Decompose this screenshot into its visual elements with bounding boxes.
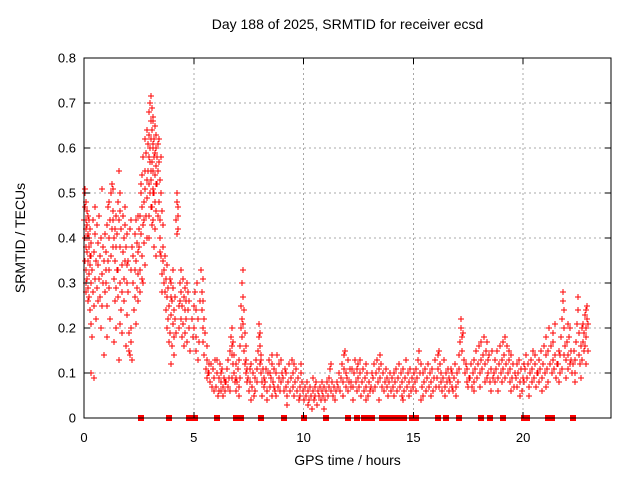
- y-tick-label: 0.7: [58, 96, 76, 111]
- y-tick-label: 0: [69, 411, 76, 426]
- scatter-points: [81, 93, 591, 412]
- x-tick-label: 10: [296, 430, 310, 445]
- y-tick-label: 0.8: [58, 51, 76, 66]
- gridlines: [84, 58, 611, 418]
- chart-title: Day 188 of 2025, SRMTID for receiver ecs…: [211, 16, 484, 32]
- y-tick-label: 0.3: [58, 276, 76, 291]
- x-tick-label: 5: [190, 430, 197, 445]
- y-tick-label: 0.6: [58, 141, 76, 156]
- x-axis-label: GPS time / hours: [294, 452, 401, 468]
- y-tick-label: 0.2: [58, 321, 76, 336]
- plot-frame: [83, 57, 612, 419]
- tick-labels: 0 5 10 15 20 0 0.1 0.2 0.3 0.4 0.5 0.6 0.7 0.8: [58, 51, 530, 446]
- y-tick-label: 0.5: [58, 186, 76, 201]
- y-tick-label: 0.4: [58, 231, 76, 246]
- y-tick-label: 0.1: [58, 366, 76, 381]
- x-tick-label: 20: [516, 430, 530, 445]
- x-tick-label: 0: [80, 430, 87, 445]
- x-tick-label: 15: [406, 430, 420, 445]
